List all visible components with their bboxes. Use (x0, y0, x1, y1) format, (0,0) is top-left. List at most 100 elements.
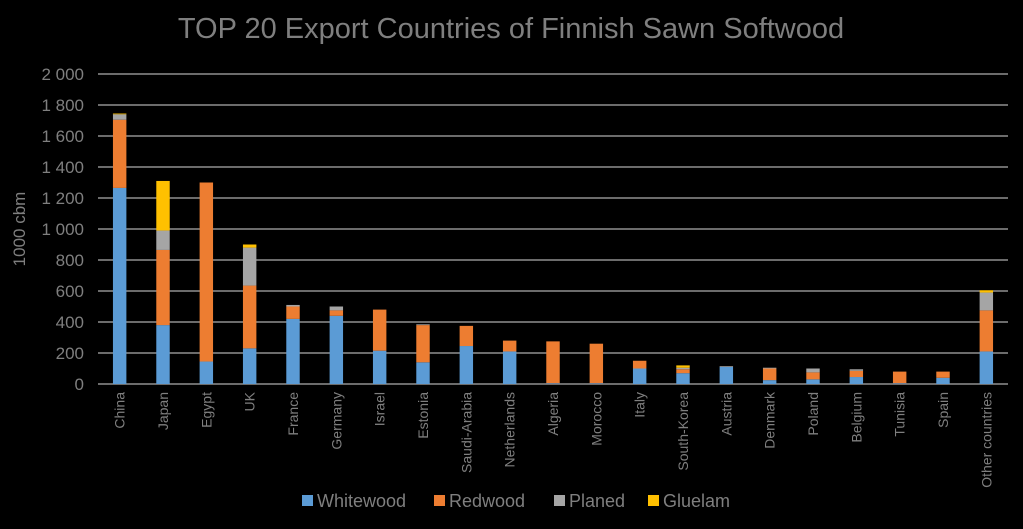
bar-segment (849, 370, 864, 378)
chart-title: TOP 20 Export Countries of Finnish Sawn … (178, 13, 844, 45)
legend-label: Planed (569, 491, 625, 511)
bar-segment (979, 310, 994, 352)
x-tick-label: South-Korea (675, 392, 691, 471)
x-tick-label: Algeria (545, 392, 561, 436)
x-tick-label: Denmark (762, 391, 778, 449)
y-tick-label: 1 400 (41, 158, 84, 177)
bar-segment (892, 371, 907, 384)
x-tick-label: Japan (155, 392, 171, 430)
bar-segment (286, 304, 300, 307)
bar-segment (156, 230, 170, 250)
bar-segment (416, 324, 430, 326)
bar-segment (719, 366, 734, 367)
y-tick-label: 400 (56, 313, 84, 332)
bar-segment (112, 119, 127, 188)
y-axis-label: 1000 cbm (10, 192, 29, 267)
bar-segment (589, 343, 604, 384)
bar-segment (242, 348, 257, 384)
bar-segment (286, 306, 300, 319)
legend-item: Gluelam (648, 491, 730, 511)
bar-segment (676, 367, 690, 370)
bar-segment (329, 306, 344, 311)
bar-segment (632, 360, 647, 369)
bar-segment (329, 315, 344, 384)
bar-segment (502, 351, 517, 384)
x-tick-label: Netherlands (502, 392, 518, 468)
bars (112, 113, 994, 384)
bar-segment (416, 362, 430, 384)
y-tick-label: 1 600 (41, 127, 84, 146)
y-tick-label: 0 (75, 375, 84, 394)
bar-segment (112, 187, 127, 384)
legend: Whitewood Redwood Planed Gluelam (302, 491, 730, 511)
x-tick-label: Tunisia (892, 392, 908, 437)
bar-segment (242, 244, 257, 248)
bar-segment (459, 325, 474, 347)
x-tick-label: UK (242, 391, 258, 411)
bar-segment (589, 383, 604, 384)
bar-segment (459, 346, 474, 384)
y-tick-label: 2 000 (41, 65, 84, 84)
legend-swatch (434, 495, 445, 506)
x-tick-label: Spain (935, 392, 951, 428)
bar-segment (676, 373, 690, 384)
bar-segment (676, 365, 690, 368)
x-tick-label: Italy (632, 392, 648, 418)
bar-segment (979, 290, 994, 293)
x-tick-label: Austria (718, 392, 734, 436)
bar-segment (156, 325, 170, 384)
bar-segment (242, 247, 257, 286)
bar-segment (199, 182, 214, 362)
bar-segment (979, 292, 994, 311)
bar-segment (676, 369, 690, 374)
y-tick-label: 1 000 (41, 220, 84, 239)
bar-segment (372, 350, 387, 384)
x-tick-label: Estonia (415, 392, 431, 439)
gridlines (98, 73, 1008, 385)
y-tick-label: 600 (56, 282, 84, 301)
bar-segment (416, 325, 430, 363)
x-tick-label: France (285, 392, 301, 436)
legend-label: Whitewood (317, 491, 406, 511)
legend-item: Whitewood (302, 491, 406, 511)
bar-segment (329, 310, 344, 316)
bar-segment (849, 369, 864, 371)
legend-swatch (554, 495, 565, 506)
legend-label: Redwood (449, 491, 525, 511)
y-tick-label: 200 (56, 344, 84, 363)
bar-segment (849, 377, 864, 384)
bar-segment (892, 383, 907, 384)
bar-segment (156, 249, 170, 326)
bar-segment (546, 341, 560, 384)
bar-segment (199, 361, 214, 384)
x-tick-label: Egypt (198, 392, 214, 428)
y-tick-label: 800 (56, 251, 84, 270)
bar-segment (762, 368, 777, 381)
bar-segment (372, 309, 387, 351)
bar-segment (806, 379, 820, 384)
x-tick-label: China (112, 392, 128, 429)
bar-segment (112, 114, 127, 120)
legend-item: Planed (554, 491, 625, 511)
x-tick-label: Israel (372, 392, 388, 426)
legend-swatch (648, 495, 659, 506)
bar-segment (806, 372, 820, 380)
legend-label: Gluelam (663, 491, 730, 511)
x-tick-label: Belgium (848, 392, 864, 443)
x-axis-ticks: China Japan Egypt UK France Germany Israel Esto… (112, 391, 995, 488)
y-tick-label: 1 800 (41, 96, 84, 115)
x-tick-label: Other countries (978, 392, 994, 488)
bar-segment (719, 366, 734, 384)
legend-item: Redwood (434, 491, 525, 511)
y-tick-label: 1 200 (41, 189, 84, 208)
bar-segment (762, 380, 777, 384)
legend-swatch (302, 495, 313, 506)
bar-segment (632, 368, 647, 384)
bar-segment (502, 340, 517, 352)
y-axis-ticks: 0 200 400 600 800 1 000 1 200 1 400 1 600 1 800 2 … (41, 65, 84, 394)
bar-segment (936, 371, 950, 378)
x-tick-label: Germany (328, 392, 344, 450)
bar-segment (112, 113, 127, 115)
x-tick-label: Saudi-Arabia (458, 392, 474, 473)
